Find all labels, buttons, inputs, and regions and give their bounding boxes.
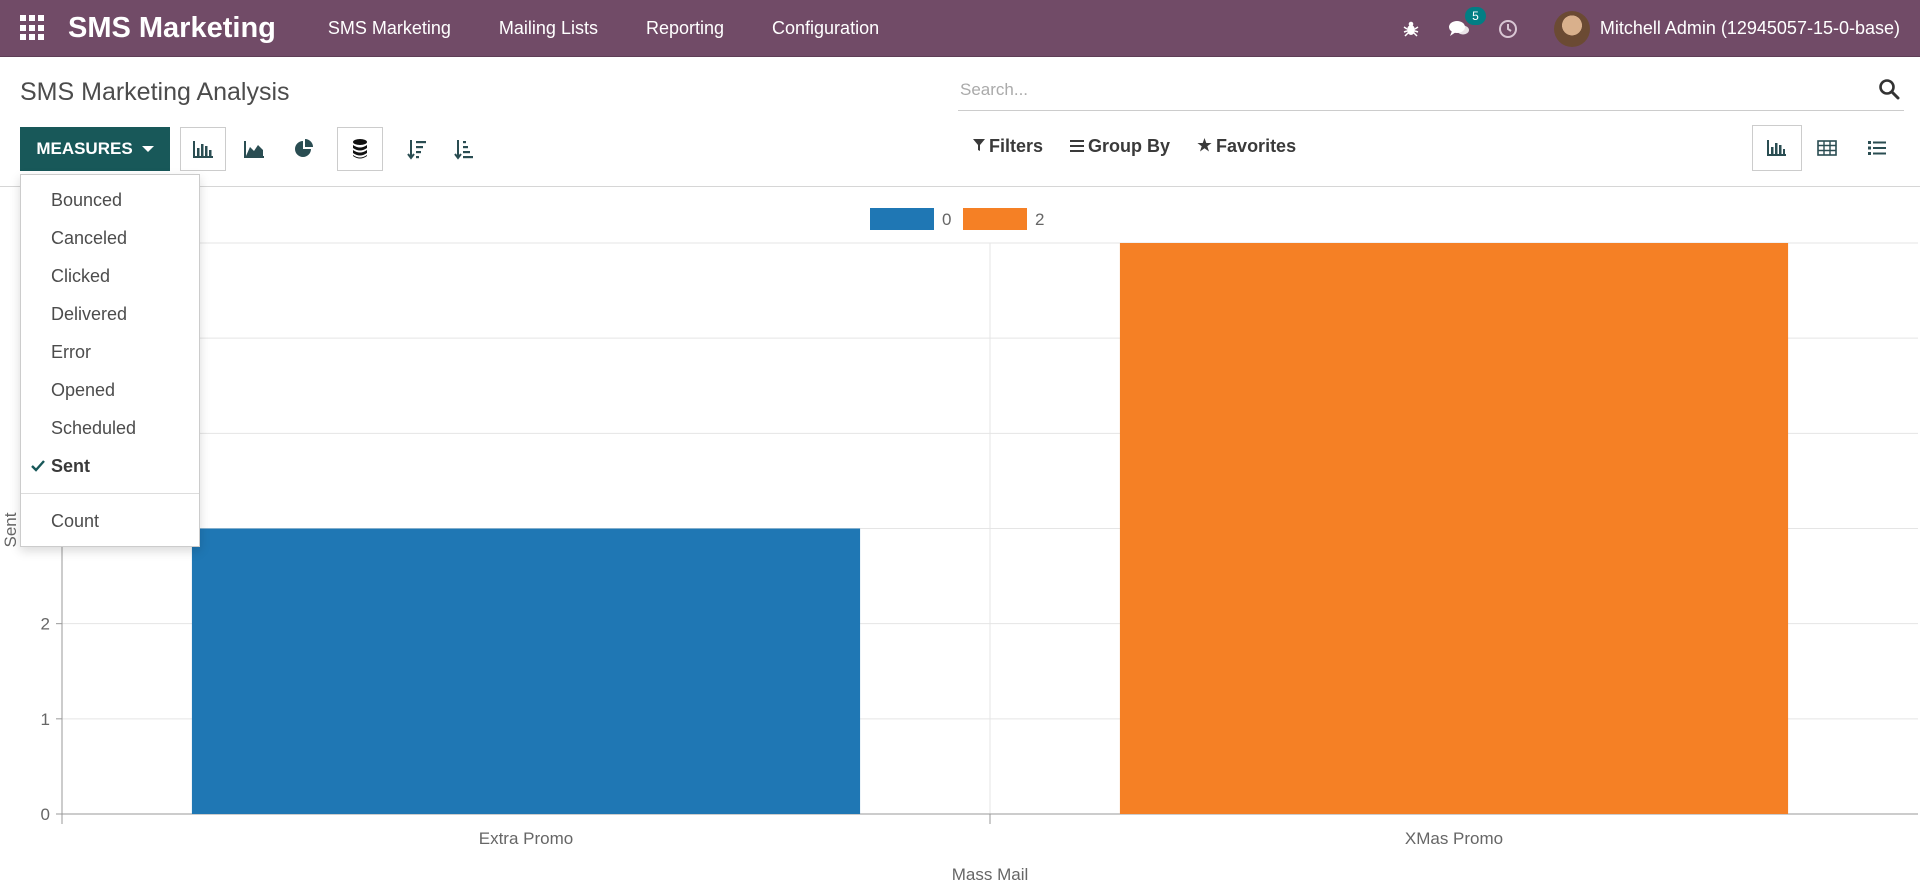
- app-brand[interactable]: SMS Marketing: [68, 11, 276, 44]
- measure-label: Clicked: [51, 265, 111, 286]
- measure-label: Opened: [51, 379, 116, 400]
- legend-swatch: [963, 208, 1027, 230]
- measure-item-sent[interactable]: Sent: [21, 447, 199, 485]
- measures-dropdown: Bounced Canceled Clicked Delivered Error Open…: [20, 174, 200, 547]
- activity-clock-icon[interactable]: [1498, 19, 1518, 39]
- measure-label: Count: [51, 510, 100, 531]
- search-icon[interactable]: [1878, 78, 1900, 100]
- control-panel-divider: [0, 186, 1920, 187]
- area-chart-icon: [244, 141, 264, 158]
- legend-swatch: [870, 208, 934, 230]
- line-chart-button[interactable]: [231, 127, 277, 171]
- stacked-toggle-button[interactable]: [337, 127, 383, 171]
- bar-chart-button[interactable]: [180, 127, 226, 171]
- bar-extra-promo: [191, 528, 861, 814]
- legend-label: 0: [942, 210, 951, 229]
- measure-item-opened[interactable]: Opened: [21, 371, 199, 409]
- pivot-view-button[interactable]: [1802, 125, 1852, 171]
- y-axis-title: Sent: [1, 512, 20, 547]
- sort-ascending-icon: [454, 140, 473, 160]
- user-menu-name[interactable]: Mitchell Admin (12945057-15-0-base): [1599, 18, 1900, 38]
- menu-mailing-lists[interactable]: Mailing Lists: [498, 17, 598, 38]
- measures-label: MEASURES: [36, 139, 133, 158]
- top-navbar: SMS Marketing SMS Marketing Mailing List…: [0, 0, 1920, 57]
- y-tick-label: 1: [41, 710, 50, 729]
- measures-button[interactable]: MEASURES: [20, 127, 170, 171]
- measure-item-error[interactable]: Error: [21, 333, 199, 371]
- sort-ascending-button[interactable]: [441, 127, 487, 171]
- pie-chart-icon: [295, 139, 313, 157]
- graph-view-button[interactable]: [1752, 125, 1802, 171]
- measure-item-count[interactable]: Count: [21, 502, 199, 540]
- measure-label: Error: [51, 341, 91, 362]
- measure-label: Sent: [51, 455, 91, 476]
- debug-bug-icon[interactable]: [1402, 20, 1420, 38]
- navbar-systray: 5 Mitchell Admin (12945057-15-0-base): [1388, 0, 1900, 57]
- filters-toggle[interactable]: Filters: [973, 136, 1043, 157]
- sort-descending-icon: [407, 140, 426, 160]
- favorites-toggle[interactable]: Favorites: [1197, 136, 1296, 157]
- y-tick-label: 2: [41, 615, 50, 634]
- measure-item-delivered[interactable]: Delivered: [21, 295, 199, 333]
- x-axis-title: Mass Mail: [952, 865, 1029, 884]
- graph-view-icon: [1767, 140, 1786, 156]
- bars-icon: [1070, 139, 1085, 155]
- bar-chart-icon: [193, 141, 213, 158]
- menu-configuration[interactable]: Configuration: [772, 17, 880, 38]
- view-switcher: [1752, 125, 1902, 171]
- search-panel-toggles: Filters Group By Favorites: [973, 136, 1323, 157]
- pie-chart-button[interactable]: [281, 127, 327, 171]
- measure-label: Scheduled: [51, 417, 137, 438]
- dropdown-divider: [21, 493, 199, 494]
- y-tick-label: 0: [41, 805, 50, 824]
- measure-item-canceled[interactable]: Canceled: [21, 219, 199, 257]
- database-stack-icon: [353, 139, 367, 159]
- messages-chat-icon[interactable]: 5: [1448, 6, 1486, 39]
- measure-item-scheduled[interactable]: Scheduled: [21, 409, 199, 447]
- menu-sms-marketing[interactable]: SMS Marketing: [327, 17, 451, 38]
- checkmark-icon: [31, 460, 45, 472]
- bar-xmas-promo: [1119, 243, 1789, 814]
- filter-icon: [973, 138, 985, 155]
- legend-label: 2: [1035, 210, 1044, 229]
- page-title: SMS Marketing Analysis: [20, 78, 290, 106]
- list-icon: [1868, 141, 1886, 155]
- table-grid-icon: [1817, 140, 1837, 156]
- sort-descending-button[interactable]: [394, 127, 440, 171]
- x-tick-label: XMas Promo: [1405, 829, 1503, 848]
- user-avatar[interactable]: [1553, 10, 1590, 47]
- x-tick-label: Extra Promo: [479, 829, 573, 848]
- filters-label: Filters: [989, 136, 1044, 156]
- measure-item-clicked[interactable]: Clicked: [21, 257, 199, 295]
- search-input[interactable]: [958, 72, 1842, 108]
- list-view-button[interactable]: [1852, 125, 1902, 171]
- favorites-label: Favorites: [1216, 136, 1297, 156]
- group-by-label: Group By: [1088, 136, 1171, 156]
- search-bar: [958, 72, 1904, 111]
- measure-label: Bounced: [51, 189, 123, 210]
- menu-reporting[interactable]: Reporting: [645, 17, 725, 38]
- star-icon: [1197, 138, 1212, 155]
- measure-label: Canceled: [51, 227, 128, 248]
- messages-count-badge: 5: [1465, 6, 1486, 25]
- measure-item-bounced[interactable]: Bounced: [21, 181, 199, 219]
- apps-menu-icon[interactable]: [20, 15, 46, 41]
- measure-label: Delivered: [51, 303, 128, 324]
- group-by-toggle[interactable]: Group By: [1070, 136, 1170, 157]
- caret-down-icon: [141, 146, 154, 152]
